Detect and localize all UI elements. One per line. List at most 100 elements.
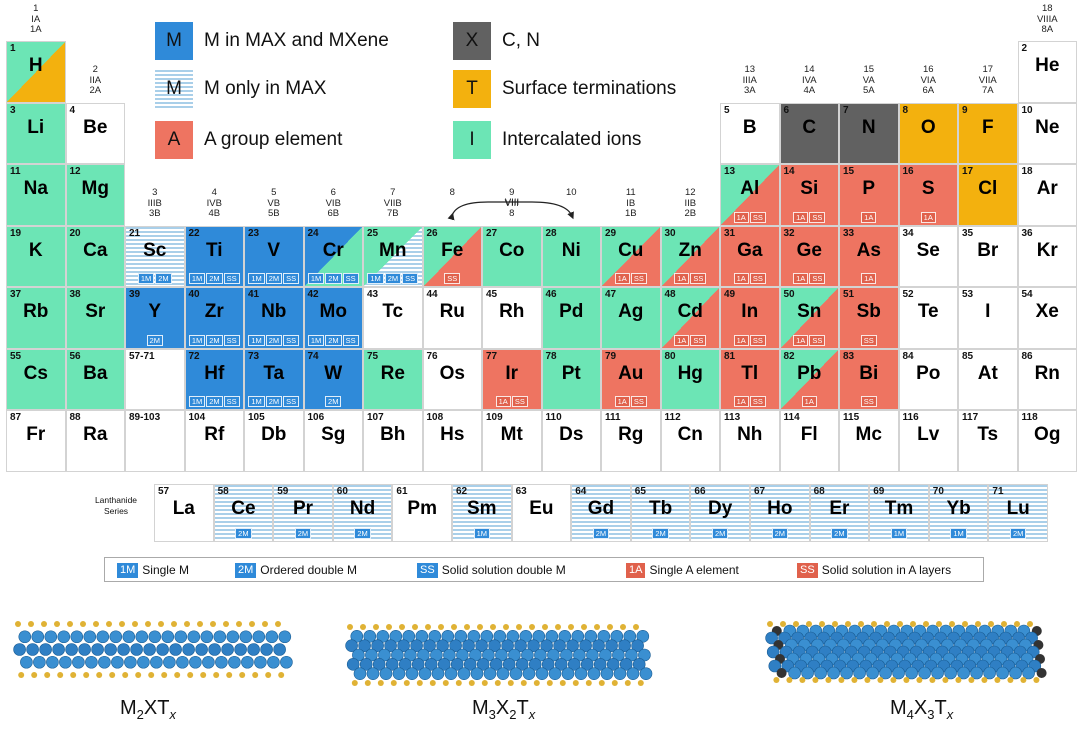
type-badge: SS [749, 334, 766, 346]
atom [145, 621, 151, 627]
type-badge: 1M [307, 334, 325, 346]
type-badge: 2M [294, 528, 312, 539]
element-symbol: Tm [884, 498, 914, 519]
atom [364, 680, 371, 686]
element-ar: 18 Ar [1017, 164, 1077, 226]
element-bi: 83 Bi SS [839, 348, 899, 410]
element-cr: 24 Cr 1M 2M SS [303, 225, 363, 287]
badge-group: 2M [215, 528, 273, 539]
group-header-line: IA [31, 13, 41, 25]
formula-part: 3 [927, 707, 935, 722]
atom [468, 680, 475, 686]
element-cu: 29 Cu 1A SS [601, 225, 661, 287]
element-symbol: Yb [946, 498, 971, 519]
atomic-number: 38 [69, 289, 81, 300]
atom [278, 672, 285, 678]
element-fe: 26 Fe SS [422, 225, 482, 287]
atom [379, 667, 393, 680]
legend-item-t: T Surface terminations [453, 70, 676, 108]
atomic-number: 77 [486, 350, 498, 362]
atom [957, 666, 970, 680]
type-badge: SS [690, 273, 707, 284]
element-v: 23 V 1M 2M SS [244, 225, 304, 287]
atom [567, 658, 581, 671]
element-symbol: O [920, 116, 936, 138]
atom [527, 639, 540, 652]
type-badge: 2M [831, 528, 848, 539]
atom [618, 639, 631, 652]
element-symbol: Os [439, 362, 465, 384]
element-89-103: 89-103 [125, 410, 185, 472]
atom [161, 672, 168, 678]
type-badge: SS [283, 273, 300, 284]
atom [455, 680, 462, 686]
atom [626, 667, 640, 680]
badge-group: 1A [781, 396, 839, 407]
group-header-line: VIIB [383, 197, 402, 209]
atomic-number: 43 [367, 289, 379, 300]
atom [265, 672, 272, 678]
element-hg: 80 Hg [660, 348, 720, 410]
element-symbol: Ho [767, 498, 793, 519]
atomic-number: 105 [248, 412, 265, 423]
atomic-number: 34 [902, 227, 914, 239]
atomic-number: 61 [396, 486, 408, 497]
element-symbol: Nh [737, 424, 763, 445]
atomic-number: 85 [962, 350, 974, 362]
type-badge: 1M [950, 528, 967, 539]
atom [262, 621, 268, 627]
group-header-line: 2A [89, 85, 102, 96]
element-gd: 64 Gd 2M [571, 484, 631, 542]
type-badge: 1A [614, 396, 630, 407]
element-cd: 48 Cd 1A SS [660, 287, 720, 349]
element-symbol: Ge [796, 239, 822, 261]
type-badge: 2M [325, 334, 342, 346]
element-symbol: Fe [441, 239, 464, 261]
atom [600, 667, 614, 680]
group-header-10: 10 [542, 187, 602, 199]
atomic-number: 48 [664, 289, 676, 300]
atom [535, 667, 549, 680]
element-symbol: La [172, 498, 195, 519]
atom [174, 672, 181, 678]
atomic-number: 75 [367, 350, 379, 362]
atom [360, 624, 366, 630]
atom [546, 680, 553, 686]
atom [384, 639, 397, 652]
type-badge: 1A [793, 334, 809, 346]
atom [931, 666, 944, 680]
element-y: 39 Y 2M [125, 287, 185, 349]
badge-group: 1M 2M SS [305, 273, 363, 284]
element-sn: 50 Sn 1A SS [779, 287, 839, 349]
element-symbol: He [1035, 55, 1060, 76]
atom [52, 643, 65, 656]
atomic-number: 80 [664, 350, 676, 362]
atom [593, 658, 607, 671]
atom [124, 655, 137, 669]
atom [345, 639, 358, 652]
atom [1001, 621, 1007, 627]
atom [187, 630, 201, 644]
group-header-11: 11 IB 1B [601, 187, 661, 220]
atom [436, 639, 449, 652]
element-symbol: C [802, 116, 817, 138]
structure-1-formula: M2XTx [120, 697, 176, 722]
badge-group: 1A SS [483, 396, 541, 407]
structure-2-illustration [345, 624, 653, 686]
type-badge: 1M [473, 528, 490, 539]
element-co: 27 Co [482, 225, 542, 287]
element-rg: 111 Rg [601, 410, 661, 472]
atomic-number: 1 [10, 43, 16, 54]
element-symbol: Au [618, 362, 644, 384]
element-symbol: Gd [587, 498, 615, 519]
type-badge: 2M [235, 528, 252, 539]
atomic-number: 59 [277, 486, 289, 497]
atomic-number: 9 [962, 104, 968, 116]
type-badge: 1A [495, 396, 511, 407]
atom [929, 677, 936, 683]
element-symbol: Na [23, 178, 48, 199]
element-symbol: Se [916, 239, 940, 261]
atom [568, 624, 574, 630]
atomic-number: 84 [902, 350, 914, 362]
element-symbol: Ga [737, 239, 763, 261]
